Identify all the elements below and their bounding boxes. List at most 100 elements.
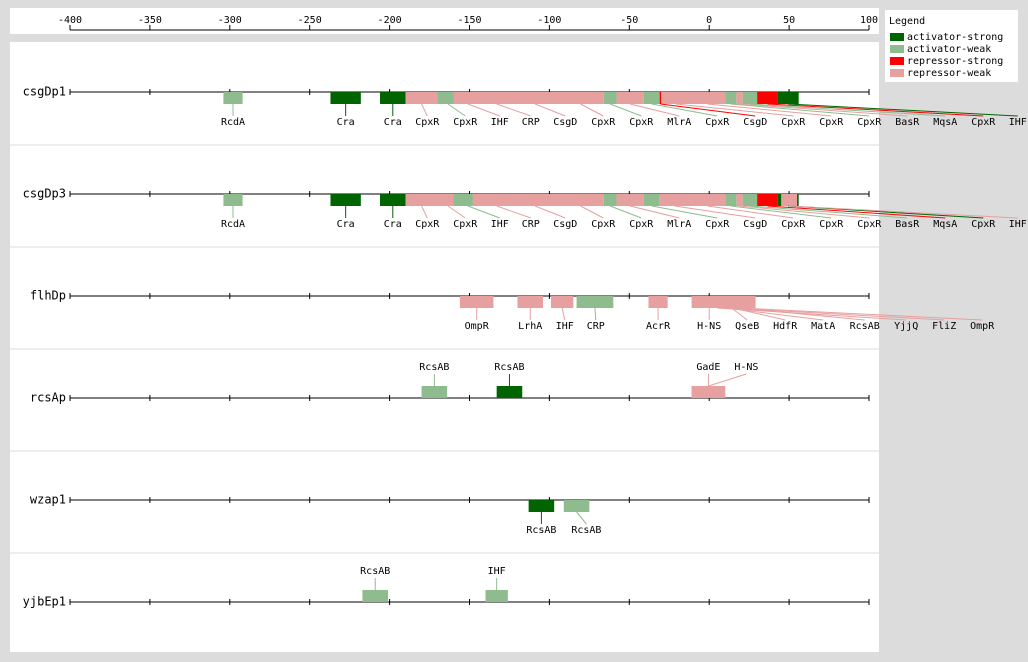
site-label: RcsAB — [850, 321, 880, 332]
binding-site — [459, 296, 494, 308]
site-label: CsgD — [743, 219, 767, 230]
binding-site — [330, 194, 361, 206]
site-label: CpxR — [453, 117, 478, 128]
site-label: MlrA — [667, 219, 691, 230]
site-label: CpxR — [971, 117, 996, 128]
binding-site — [550, 296, 574, 308]
axis-tick-label: -300 — [218, 15, 242, 26]
leader-line — [609, 103, 642, 117]
axis-tick-label: -200 — [378, 15, 402, 26]
site-label: CsgD — [743, 117, 767, 128]
site-label: MqsA — [933, 219, 957, 230]
binding-site — [362, 590, 389, 602]
binding-site — [557, 92, 604, 104]
leader-line — [767, 205, 946, 219]
binding-site — [757, 194, 778, 206]
site-label: CsgD — [553, 117, 577, 128]
site-label: BasR — [895, 219, 920, 230]
binding-site — [691, 386, 726, 398]
axis-tick-label: -350 — [138, 15, 162, 26]
binding-site — [509, 92, 561, 104]
axis-tick-label: 50 — [783, 15, 795, 26]
site-label: CRP — [587, 321, 605, 332]
binding-site — [496, 386, 523, 398]
site-label: CRP — [522, 117, 540, 128]
binding-site — [690, 92, 726, 104]
binding-site — [736, 194, 743, 206]
binding-site — [643, 194, 660, 206]
site-label: CpxR — [781, 117, 806, 128]
site-label: Cra — [337, 219, 355, 230]
site-label: CpxR — [819, 219, 844, 230]
site-label: IHF — [491, 117, 509, 128]
site-label: RcdA — [221, 219, 245, 230]
site-label: CpxR — [781, 219, 806, 230]
binding-site — [616, 92, 644, 104]
binding-site — [742, 92, 758, 104]
leader-line — [749, 205, 908, 219]
legend-swatch — [890, 69, 904, 77]
leader-line — [740, 307, 983, 321]
site-label: CpxR — [819, 117, 844, 128]
binding-site — [742, 194, 758, 206]
site-label: RcsAB — [419, 362, 449, 373]
site-label: MatA — [811, 321, 835, 332]
binding-site — [725, 194, 737, 206]
leader-line — [717, 307, 907, 321]
site-label: MqsA — [933, 117, 957, 128]
leader-line — [421, 103, 428, 117]
site-label: IHF — [488, 566, 506, 577]
binding-site — [690, 194, 726, 206]
leader-line — [421, 205, 428, 219]
leader-line — [534, 103, 566, 117]
axis-tick-label: 100 — [860, 15, 878, 26]
site-label: CpxR — [415, 117, 440, 128]
binding-site — [223, 194, 243, 206]
site-label: CpxR — [415, 219, 440, 230]
axis-tick-label: -150 — [457, 15, 481, 26]
leader-line — [651, 205, 718, 219]
site-label: MlrA — [667, 117, 691, 128]
leader-line — [580, 103, 604, 117]
binding-site — [437, 92, 459, 104]
site-label: OmpR — [970, 321, 995, 332]
binding-site — [736, 92, 743, 104]
axis-tick-label: -100 — [537, 15, 561, 26]
site-label: CpxR — [629, 219, 654, 230]
binding-site — [603, 92, 617, 104]
binding-site — [509, 194, 561, 206]
leader-line — [467, 103, 500, 117]
site-label: CRP — [522, 219, 540, 230]
site-label: IHF — [1009, 117, 1027, 128]
binding-site — [223, 92, 243, 104]
legend-box — [885, 10, 1018, 82]
leader-line — [496, 205, 531, 219]
binding-site — [405, 194, 438, 206]
site-label: Cra — [384, 219, 402, 230]
binding-site — [405, 92, 438, 104]
leader-line — [729, 307, 945, 321]
binding-site — [757, 92, 778, 104]
site-label: HdfR — [773, 321, 798, 332]
binding-site — [437, 194, 459, 206]
leader-line — [739, 103, 908, 117]
site-label: CpxR — [705, 219, 730, 230]
binding-site — [517, 296, 544, 308]
leader-line — [534, 205, 566, 219]
leader-line — [707, 205, 794, 219]
legend-title: Legend — [889, 16, 925, 27]
site-label: Cra — [384, 117, 402, 128]
site-label: RcsAB — [494, 362, 524, 373]
site-label: CpxR — [629, 117, 654, 128]
site-label: CpxR — [857, 117, 882, 128]
site-label: CpxR — [453, 219, 478, 230]
leader-line — [651, 103, 718, 117]
leader-line — [496, 103, 531, 117]
leader-line — [675, 103, 794, 117]
binding-site — [659, 194, 691, 206]
binding-site — [725, 296, 756, 308]
legend-swatch — [890, 45, 904, 53]
legend-label: repressor-weak — [907, 68, 991, 79]
binding-site — [777, 92, 799, 104]
